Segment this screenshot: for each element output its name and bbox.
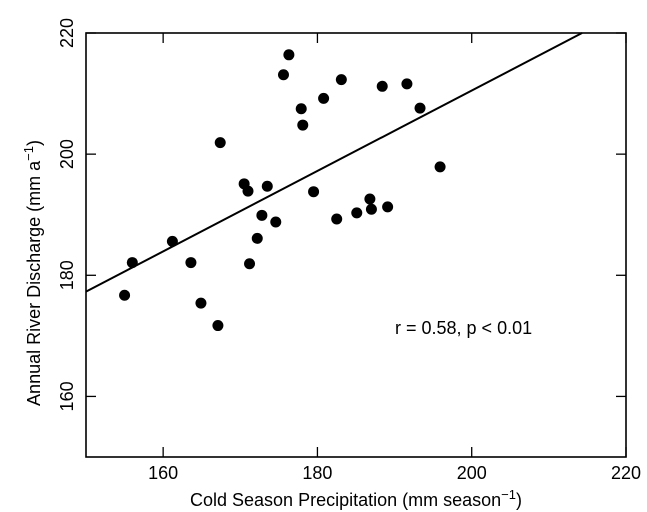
x-tick-label: 160	[148, 463, 178, 483]
data-point	[166, 235, 178, 247]
data-points	[119, 49, 446, 332]
correlation-annotation: r = 0.58, p < 0.01	[395, 318, 532, 338]
data-point	[119, 289, 131, 301]
regression-line	[85, 32, 583, 293]
y-tick-label: 180	[57, 260, 77, 290]
data-point	[318, 92, 330, 104]
data-point	[185, 257, 197, 269]
data-point	[335, 74, 347, 86]
data-point	[414, 102, 426, 114]
x-tick-label: 180	[302, 463, 332, 483]
y-tick-label: 220	[57, 18, 77, 48]
data-point	[126, 257, 138, 269]
plot-frame	[85, 32, 627, 458]
data-point	[297, 119, 309, 131]
data-point	[244, 258, 256, 270]
data-point	[382, 201, 394, 213]
regression-line-group	[85, 32, 583, 293]
data-point	[351, 207, 363, 219]
data-point	[364, 193, 376, 205]
axes: 160 180 200 220 160 180 200 220	[57, 18, 641, 483]
x-tick-label: 220	[611, 463, 641, 483]
data-point	[242, 185, 254, 197]
data-point	[212, 320, 224, 332]
data-point	[295, 103, 307, 115]
data-point	[365, 203, 377, 215]
data-point	[261, 180, 273, 192]
x-tick-label: 200	[457, 463, 487, 483]
y-axis-label: Annual River Discharge (mm a−1)	[21, 140, 44, 406]
data-point	[401, 78, 413, 90]
data-point	[251, 232, 263, 244]
data-point	[308, 186, 320, 198]
data-point	[195, 297, 207, 309]
data-point	[283, 49, 295, 61]
y-tick-label: 160	[57, 381, 77, 411]
data-point	[256, 209, 268, 221]
data-point	[376, 80, 388, 92]
data-point	[270, 216, 282, 228]
y-tick-label: 200	[57, 139, 77, 169]
data-point	[331, 213, 343, 225]
data-point	[277, 69, 289, 81]
x-axis-label: Cold Season Precipitation (mm season−1)	[190, 487, 522, 510]
data-point	[434, 161, 446, 173]
data-point	[214, 137, 226, 149]
